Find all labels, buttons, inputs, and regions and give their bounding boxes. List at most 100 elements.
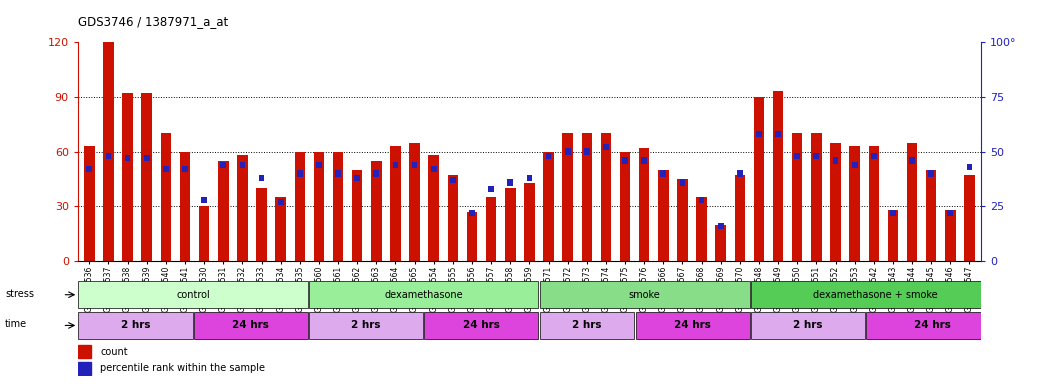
Bar [756,131,762,137]
Text: dexamethasone + smoke: dexamethasone + smoke [813,290,937,300]
Bar [218,161,228,261]
Bar [754,97,764,261]
Bar [715,225,726,261]
Bar [409,142,419,261]
Bar [540,312,634,339]
Bar [680,179,685,185]
Text: 24 hrs: 24 hrs [675,320,711,331]
Bar [297,170,303,177]
Bar [622,157,628,164]
Text: 2 hrs: 2 hrs [120,320,151,331]
Bar [450,177,456,183]
Bar [425,312,539,339]
Bar [194,312,308,339]
Bar [275,197,285,261]
Bar [390,146,401,261]
Bar [871,153,877,159]
Bar [601,134,611,261]
Bar [201,197,207,203]
Bar [546,153,551,159]
Text: time: time [5,319,27,329]
Bar [163,166,169,172]
Bar [696,197,707,261]
Text: 24 hrs: 24 hrs [463,320,499,331]
Bar [658,170,668,261]
Bar [750,312,865,339]
Bar [220,162,226,168]
Text: 2 hrs: 2 hrs [351,320,381,331]
Bar [237,156,248,261]
Bar [106,153,111,159]
Bar [144,155,149,161]
Bar [966,164,973,170]
Text: 2 hrs: 2 hrs [793,320,823,331]
Bar [866,312,1000,339]
Bar [699,197,705,203]
Bar [581,134,592,261]
Bar [374,170,379,177]
Bar [540,281,749,308]
Bar [890,210,896,216]
Bar [141,93,152,261]
Bar [309,281,539,308]
Bar [737,170,743,177]
Text: percentile rank within the sample: percentile rank within the sample [101,363,266,373]
Bar [869,146,879,261]
Bar [563,134,573,261]
Bar [660,170,666,177]
Bar [964,175,975,261]
Bar [811,134,822,261]
Bar [814,153,819,159]
Bar [295,152,305,261]
Text: count: count [101,347,128,357]
Bar [565,149,571,155]
Bar [122,93,133,261]
Bar [887,210,898,261]
Bar [103,42,114,261]
Bar [84,146,94,261]
Bar [526,175,532,181]
Text: 24 hrs: 24 hrs [914,320,951,331]
Bar [316,162,322,168]
Bar [852,162,857,168]
Bar [504,188,516,261]
Bar [928,170,934,177]
Bar [278,199,283,205]
Bar [488,186,494,192]
Bar [309,312,424,339]
Bar [677,179,688,261]
Bar [258,175,265,181]
Text: dexamethasone: dexamethasone [384,290,463,300]
Text: 2 hrs: 2 hrs [572,320,602,331]
Bar [508,179,513,185]
Bar [486,197,496,261]
Bar [543,152,554,261]
Bar [792,134,802,261]
Bar [86,166,92,172]
Bar [832,157,839,164]
Bar [909,157,914,164]
Bar [948,210,953,216]
Bar [352,170,362,261]
Text: 24 hrs: 24 hrs [233,320,269,331]
Bar [639,148,650,261]
Bar [467,212,477,261]
Bar [412,162,417,168]
Bar [199,207,210,261]
Bar [584,149,590,155]
Bar [240,162,245,168]
Bar [620,152,630,261]
Bar [447,175,458,261]
Bar [180,152,190,261]
Text: stress: stress [5,289,34,299]
Bar [524,183,535,261]
Bar [641,157,647,164]
Bar [773,91,784,261]
Bar [429,156,439,261]
Bar [603,144,608,151]
Bar [794,153,800,159]
Bar [161,134,171,261]
Bar [371,161,382,261]
Bar [718,223,723,229]
Bar [431,166,437,172]
